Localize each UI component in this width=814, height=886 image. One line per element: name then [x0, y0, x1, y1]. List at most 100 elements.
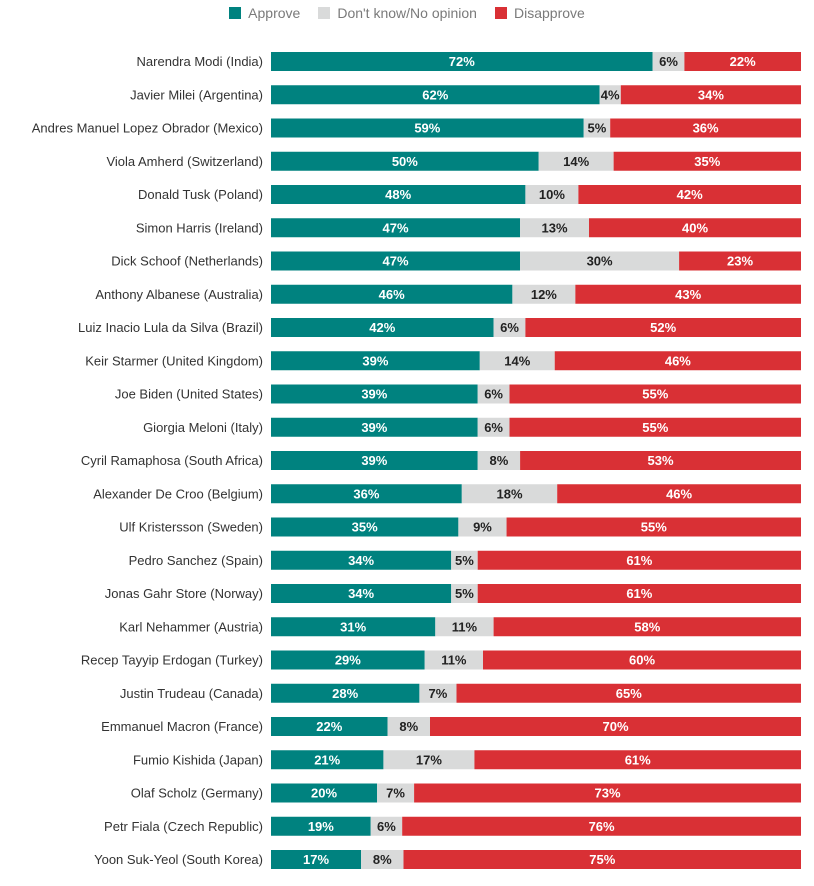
- bar-segment: [477, 417, 510, 437]
- data-label: 6%: [500, 320, 519, 335]
- data-label: 39%: [362, 353, 388, 368]
- bar-segment: [271, 484, 462, 504]
- category-label: Pedro Sanchez (Spain): [129, 553, 263, 568]
- data-label: 46%: [379, 287, 405, 302]
- bar-segment: [477, 550, 801, 570]
- data-label: 14%: [504, 353, 530, 368]
- bar-segment: [520, 251, 680, 271]
- category-label: Alexander De Croo (Belgium): [93, 486, 263, 501]
- data-label: 20%: [311, 786, 337, 801]
- bar-segment: [652, 52, 685, 71]
- bar-segment: [271, 650, 425, 670]
- bar-segment: [271, 384, 478, 404]
- category-label: Viola Amherd (Switzerland): [106, 154, 263, 169]
- bar-segment: [271, 683, 420, 703]
- category-label: Jonas Gahr Store (Norway): [105, 586, 263, 601]
- category-label: Dick Schoof (Netherlands): [111, 254, 263, 269]
- data-label: 23%: [727, 254, 753, 269]
- data-label: 6%: [484, 387, 503, 402]
- bar-segment: [477, 584, 801, 603]
- data-label: 50%: [392, 154, 418, 169]
- bar-segment: [377, 783, 415, 803]
- data-label: 43%: [675, 287, 701, 302]
- data-label: 5%: [455, 553, 474, 568]
- bar-segment: [578, 185, 801, 204]
- data-label: 8%: [399, 719, 418, 734]
- bar-segment: [271, 52, 653, 71]
- data-label: 73%: [595, 786, 621, 801]
- legend-swatch: [229, 7, 242, 19]
- data-label: 55%: [642, 420, 668, 435]
- bar-segment: [512, 284, 576, 304]
- legend: Approve Don't know/No opinion Disapprove: [0, 5, 814, 21]
- bar-segment: [483, 650, 801, 670]
- bar-segment: [509, 384, 801, 404]
- bar-segment: [613, 151, 801, 171]
- data-label: 14%: [563, 154, 589, 169]
- data-label: 12%: [531, 287, 557, 302]
- bar-segment: [684, 52, 801, 71]
- data-label: 6%: [659, 54, 678, 69]
- bar-segment: [610, 118, 801, 138]
- category-label: Yoon Suk-Yeol (South Korea): [94, 852, 263, 867]
- data-label: 61%: [626, 586, 652, 601]
- data-label: 62%: [422, 87, 448, 102]
- bar-segment: [361, 850, 404, 869]
- legend-item: Don't know/No opinion: [318, 5, 477, 21]
- bar-segment: [271, 351, 480, 371]
- data-label: 61%: [626, 553, 652, 568]
- data-label: 22%: [730, 54, 756, 69]
- data-label: 5%: [588, 121, 607, 136]
- category-label: Emmanuel Macron (France): [101, 719, 263, 734]
- bar-segment: [424, 650, 483, 670]
- bar-segment: [520, 451, 801, 470]
- data-label: 21%: [314, 752, 340, 767]
- bar-segment: [271, 151, 539, 171]
- bar-segment: [451, 584, 478, 603]
- bar-segment: [525, 185, 579, 204]
- legend-item: Disapprove: [494, 5, 585, 21]
- data-label: 4%: [601, 87, 620, 102]
- bar-segment: [538, 151, 614, 171]
- bar-segment: [461, 484, 558, 504]
- bar-segment: [679, 251, 801, 271]
- bar-segment: [271, 584, 452, 603]
- bar-segment: [520, 218, 589, 238]
- data-label: 9%: [473, 520, 492, 535]
- data-label: 39%: [361, 387, 387, 402]
- bar-segment: [402, 816, 801, 836]
- bar-segment: [271, 185, 526, 204]
- bar-segment: [456, 683, 801, 703]
- category-label: Andres Manuel Lopez Obrador (Mexico): [32, 121, 263, 136]
- category-label: Justin Trudeau (Canada): [120, 686, 263, 701]
- bar-segment: [271, 816, 371, 836]
- data-label: 13%: [542, 220, 568, 235]
- data-label: 5%: [455, 586, 474, 601]
- bar-segment: [271, 251, 521, 271]
- bar-segment: [271, 750, 384, 770]
- bar-segment: [554, 351, 801, 371]
- bar-segment: [599, 85, 621, 105]
- data-label: 47%: [383, 220, 409, 235]
- category-label: Karl Nehammer (Austria): [119, 619, 263, 634]
- data-label: 6%: [484, 420, 503, 435]
- data-label: 39%: [361, 453, 387, 468]
- bar-segment: [458, 517, 507, 537]
- data-label: 34%: [348, 586, 374, 601]
- bar-segment: [271, 717, 388, 736]
- data-label: 22%: [316, 719, 342, 734]
- category-label: Giorgia Meloni (Italy): [143, 420, 263, 435]
- bar-segment: [271, 417, 478, 437]
- bar-segment: [493, 617, 801, 637]
- legend-label: Approve: [248, 5, 301, 21]
- category-label: Recep Tayyip Erdogan (Turkey): [81, 653, 263, 668]
- data-label: 48%: [385, 187, 411, 202]
- data-label: 70%: [602, 719, 628, 734]
- bar-segment: [557, 484, 801, 504]
- bar-segment: [271, 451, 478, 470]
- data-label: 10%: [539, 187, 565, 202]
- data-label: 11%: [441, 653, 467, 668]
- data-label: 34%: [698, 87, 724, 102]
- bar-segment: [271, 284, 513, 304]
- category-label: Keir Starmer (United Kingdom): [85, 353, 263, 368]
